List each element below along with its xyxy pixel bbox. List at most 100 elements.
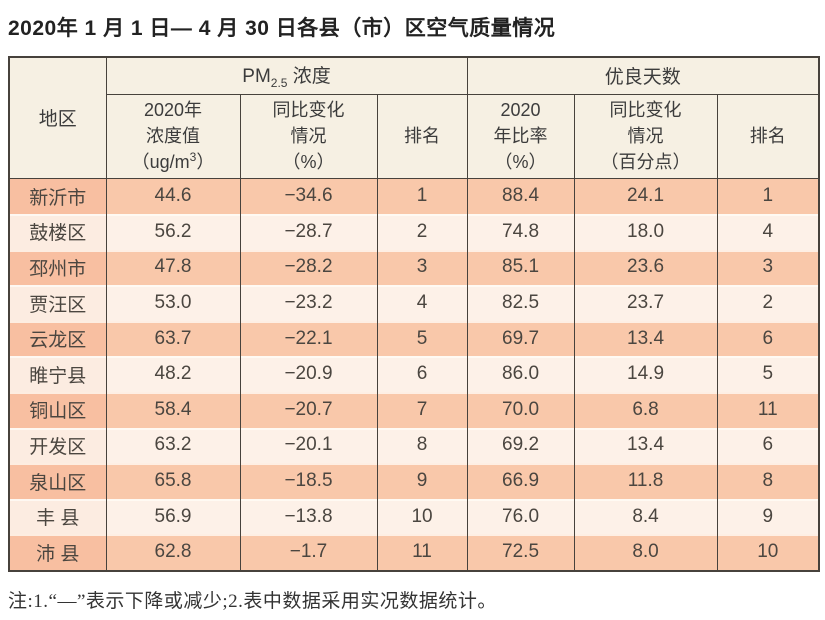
table-row: 沛 县 62.8 −1.7 11 72.5 8.0 10 [8, 534, 820, 572]
table-row: 邳州市 47.8 −28.2 3 85.1 23.6 3 [8, 249, 820, 286]
header-region: 地区 [8, 57, 107, 179]
gd-rate-cell: 88.4 [466, 178, 575, 215]
pm-change-cell: −20.1 [239, 427, 378, 464]
table-row: 泉山区 65.8 −18.5 9 66.9 11.8 8 [8, 463, 820, 499]
pm-rank-cell: 10 [376, 498, 468, 535]
table-header: 地区 PM2.5 浓度 优良天数 2020年 浓度值 （ug/m3） 同比变化 … [8, 57, 820, 179]
header-pm-value: 2020年 浓度值 （ug/m3） [105, 94, 241, 179]
header-line: 2020年 [143, 99, 203, 120]
gd-change-cell: 23.7 [573, 285, 718, 321]
header-line: 年比率 [493, 125, 548, 146]
table-row: 贾汪区 53.0 −23.2 4 82.5 23.7 2 [8, 285, 820, 321]
gd-rank-cell: 2 [716, 285, 820, 321]
header-sub-row: 2020年 浓度值 （ug/m3） 同比变化 情况 （%） 排名 2020 年比… [9, 94, 820, 179]
pm-rank-cell: 5 [376, 320, 468, 357]
pm-rank-cell: 2 [376, 214, 468, 250]
region-cell: 新沂市 [8, 178, 107, 215]
pm-value-cell: 63.7 [105, 320, 241, 357]
table-row: 鼓楼区 56.2 −28.7 2 74.8 18.0 4 [8, 214, 820, 250]
table-row: 丰 县 56.9 −13.8 10 76.0 8.4 9 [8, 498, 820, 535]
gd-rank-cell: 4 [716, 214, 820, 250]
header-group-row: 地区 PM2.5 浓度 优良天数 [8, 57, 820, 179]
gd-change-cell: 23.6 [573, 249, 718, 286]
pm-value-cell: 62.8 [105, 534, 241, 572]
pm-change-cell: −13.8 [239, 498, 378, 535]
gd-rate-cell: 76.0 [466, 498, 575, 535]
header-good-days-group: 优良天数 [466, 57, 820, 95]
pm-rank-cell: 6 [376, 356, 468, 393]
pm-label: PM [242, 66, 271, 88]
table-row: 铜山区 58.4 −20.7 7 70.0 6.8 11 [8, 392, 820, 428]
pm-change-cell: −23.2 [239, 285, 378, 321]
gd-rank-cell: 6 [716, 427, 820, 464]
gd-change-cell: 8.4 [573, 498, 718, 535]
header-line: 同比变化 [272, 99, 345, 120]
pm-rank-cell: 3 [376, 249, 468, 286]
air-quality-table: 地区 PM2.5 浓度 优良天数 2020年 浓度值 （ug/m3） 同比变化 … [8, 56, 821, 573]
header-line: 同比变化 [609, 99, 682, 120]
pm-value-cell: 44.6 [105, 178, 241, 215]
pm-change-cell: −20.7 [239, 392, 378, 428]
pm-rank-cell: 9 [376, 463, 468, 499]
gd-rank-cell: 11 [716, 392, 820, 428]
page-title: 2020年 1 月 1 日— 4 月 30 日各县（市）区空气质量情况 [8, 17, 556, 40]
header-line: 浓度值 [146, 125, 200, 146]
pm-value-cell: 47.8 [105, 249, 241, 286]
gd-rate-cell: 70.0 [466, 392, 575, 428]
gd-rate-cell: 66.9 [466, 463, 575, 499]
gd-rank-cell: 9 [716, 498, 820, 535]
pm-change-cell: −1.7 [239, 534, 378, 572]
gd-change-cell: 13.4 [573, 427, 718, 464]
unit-close: ） [196, 152, 215, 173]
pm-value-cell: 56.9 [105, 498, 241, 535]
gd-change-cell: 24.1 [573, 178, 718, 215]
header-gd-change: 同比变化 情况 （百分点） [573, 94, 718, 179]
pm-change-cell: −28.2 [239, 249, 378, 286]
region-cell: 云龙区 [8, 320, 107, 357]
pm-subscript: 2.5 [270, 76, 288, 91]
pm-change-cell: −18.5 [239, 463, 378, 499]
region-cell: 泉山区 [8, 463, 107, 499]
pm-change-cell: −28.7 [239, 214, 378, 250]
gd-change-cell: 13.4 [573, 320, 718, 357]
table-row: 新沂市 44.6 −34.6 1 88.4 24.1 1 [8, 178, 820, 215]
header-line: 情况 [627, 125, 664, 146]
pm-rank-cell: 7 [376, 392, 468, 428]
pm-value-cell: 48.2 [105, 356, 241, 393]
pm-value-cell: 56.2 [105, 214, 241, 250]
header-line: （百分点） [600, 152, 691, 173]
gd-change-cell: 11.8 [573, 463, 718, 499]
pm-value-cell: 53.0 [105, 285, 241, 321]
unit-superscript: 3 [189, 150, 197, 165]
table-row: 睢宁县 48.2 −20.9 6 86.0 14.9 5 [8, 356, 820, 393]
header-line: 2020 [500, 99, 541, 120]
unit-open: （ug/m [131, 152, 190, 173]
gd-rank-cell: 6 [716, 320, 820, 357]
region-cell: 丰 县 [8, 498, 107, 535]
header-line-unit: （ug/m3） [107, 149, 239, 175]
header-pm-change: 同比变化 情况 （%） [239, 94, 378, 179]
pm-value-cell: 65.8 [105, 463, 241, 499]
pm-rank-cell: 4 [376, 285, 468, 321]
region-cell: 睢宁县 [8, 356, 107, 393]
region-cell: 鼓楼区 [8, 214, 107, 250]
header-line: 情况 [290, 125, 327, 146]
header-pm25-group: PM2.5 浓度 [105, 57, 468, 95]
header-line: （%） [494, 152, 547, 173]
gd-rate-cell: 85.1 [466, 249, 575, 286]
gd-rate-cell: 86.0 [466, 356, 575, 393]
pm-concentration-label: 浓度 [287, 66, 331, 88]
gd-change-cell: 6.8 [573, 392, 718, 428]
footnote: 注:1.“—”表示下降或减少;2.表中数据采用实况数据统计。 [8, 591, 497, 613]
gd-change-cell: 18.0 [573, 214, 718, 250]
gd-rank-cell: 10 [716, 534, 820, 572]
gd-rank-cell: 3 [716, 249, 820, 286]
table-row: 云龙区 63.7 −22.1 5 69.7 13.4 6 [8, 320, 820, 357]
gd-rate-cell: 82.5 [466, 285, 575, 321]
header-gd-rate: 2020 年比率 （%） [466, 94, 575, 179]
header-gd-rank: 排名 [716, 94, 820, 179]
gd-rate-cell: 74.8 [466, 214, 575, 250]
pm-change-cell: −34.6 [239, 178, 378, 215]
gd-rate-cell: 69.2 [466, 427, 575, 464]
